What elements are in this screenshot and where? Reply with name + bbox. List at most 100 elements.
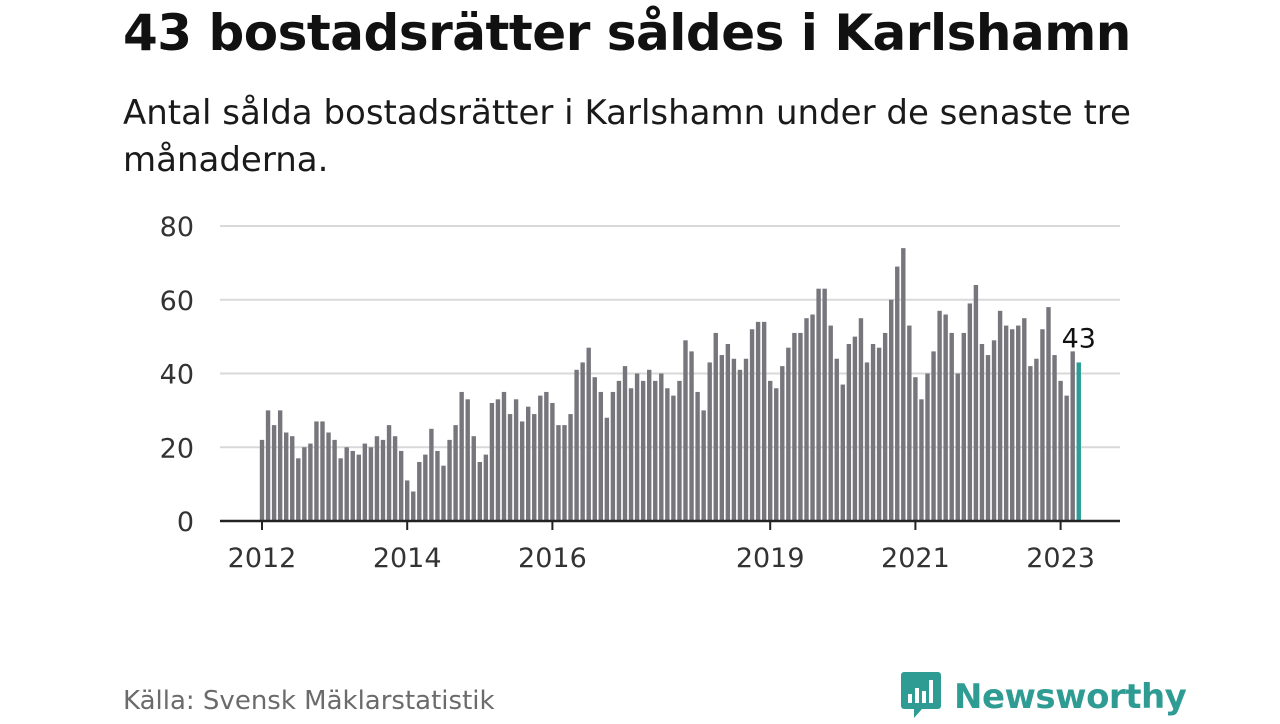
bar — [483, 454, 489, 521]
bar — [683, 340, 688, 521]
bar — [997, 310, 1003, 521]
bar — [284, 432, 289, 521]
bar — [755, 321, 761, 521]
bar — [895, 266, 900, 521]
bar — [991, 340, 997, 521]
bar — [519, 421, 525, 521]
bar — [1028, 366, 1033, 521]
bar — [774, 388, 779, 521]
bar — [1046, 307, 1051, 521]
bar — [634, 373, 640, 521]
bar — [901, 248, 906, 521]
bar — [538, 395, 543, 521]
bar — [1034, 358, 1039, 521]
bar — [653, 380, 658, 521]
bar — [435, 450, 440, 521]
bar — [889, 299, 894, 521]
bar — [852, 336, 858, 521]
brand-name: Newsworthy — [954, 677, 1187, 717]
bar — [743, 358, 749, 521]
bar — [356, 454, 361, 521]
bar — [501, 391, 507, 521]
y-tick-label: 80 — [160, 212, 194, 243]
bar — [864, 362, 870, 521]
bar — [574, 369, 579, 521]
axes — [220, 519, 1120, 530]
source-note: Källa: Svensk Mäklarstatistik — [123, 686, 495, 716]
bar — [477, 462, 482, 521]
bar — [459, 391, 464, 521]
bar — [423, 454, 428, 521]
bar — [919, 399, 924, 521]
bar — [1070, 351, 1075, 521]
bar — [1022, 318, 1027, 521]
bar — [326, 432, 331, 521]
bar-highlight — [1076, 362, 1081, 521]
bar — [314, 421, 319, 521]
bar — [380, 439, 386, 521]
bar — [768, 380, 773, 521]
bar — [828, 325, 833, 521]
bar — [616, 380, 622, 521]
bar — [290, 436, 295, 521]
bar — [1064, 395, 1069, 521]
bar — [447, 439, 452, 521]
bar — [556, 425, 561, 521]
bar — [471, 436, 476, 521]
x-tick-label: 2021 — [881, 543, 950, 574]
bar — [1058, 380, 1063, 521]
bar — [858, 318, 864, 521]
bar — [586, 347, 591, 521]
bar — [610, 391, 616, 521]
x-tick-label: 2019 — [736, 543, 805, 574]
chart-title: 43 bostadsrätter såldes i Karlshamn — [123, 4, 1131, 62]
x-tick-label: 2023 — [1026, 543, 1095, 574]
bar — [562, 425, 567, 521]
bar — [568, 414, 573, 521]
x-tick-label: 2016 — [518, 543, 587, 574]
bar — [332, 439, 337, 521]
bar — [302, 447, 307, 521]
bar — [689, 351, 694, 521]
bar — [671, 395, 676, 521]
bar — [955, 373, 960, 521]
bar — [265, 410, 271, 521]
tick-labels: 0 20 40 60 80 43 2012 2014 2016 2019 2021 2023 — [160, 212, 1096, 574]
bar — [834, 358, 839, 521]
bar — [979, 344, 985, 521]
bar — [725, 344, 731, 521]
bar — [598, 391, 603, 521]
bar — [580, 362, 585, 521]
bar — [386, 425, 392, 521]
bar — [417, 462, 422, 521]
bar — [277, 410, 283, 521]
bar — [453, 425, 458, 521]
x-tick-label: 2014 — [373, 543, 442, 574]
bar — [429, 428, 434, 521]
bar — [344, 447, 349, 521]
bar — [640, 380, 646, 521]
bar — [622, 366, 628, 521]
bar — [677, 380, 682, 521]
bar — [882, 332, 888, 521]
newsworthy-logo-icon — [900, 670, 942, 724]
bar — [749, 329, 755, 521]
bar — [846, 344, 852, 521]
bar — [937, 310, 942, 521]
bar — [405, 480, 410, 521]
bar — [392, 436, 398, 521]
bar — [840, 384, 845, 521]
bar — [362, 443, 368, 521]
bar — [1052, 355, 1057, 521]
bar — [665, 388, 670, 521]
bar — [320, 421, 325, 521]
bar — [604, 417, 610, 521]
bar-series — [259, 248, 1081, 521]
bar — [592, 377, 597, 521]
bar — [628, 388, 634, 521]
bar — [792, 332, 797, 521]
bar — [1040, 329, 1045, 521]
x-tick-label: 2012 — [228, 543, 297, 574]
bar — [786, 347, 791, 521]
bar — [870, 344, 876, 521]
